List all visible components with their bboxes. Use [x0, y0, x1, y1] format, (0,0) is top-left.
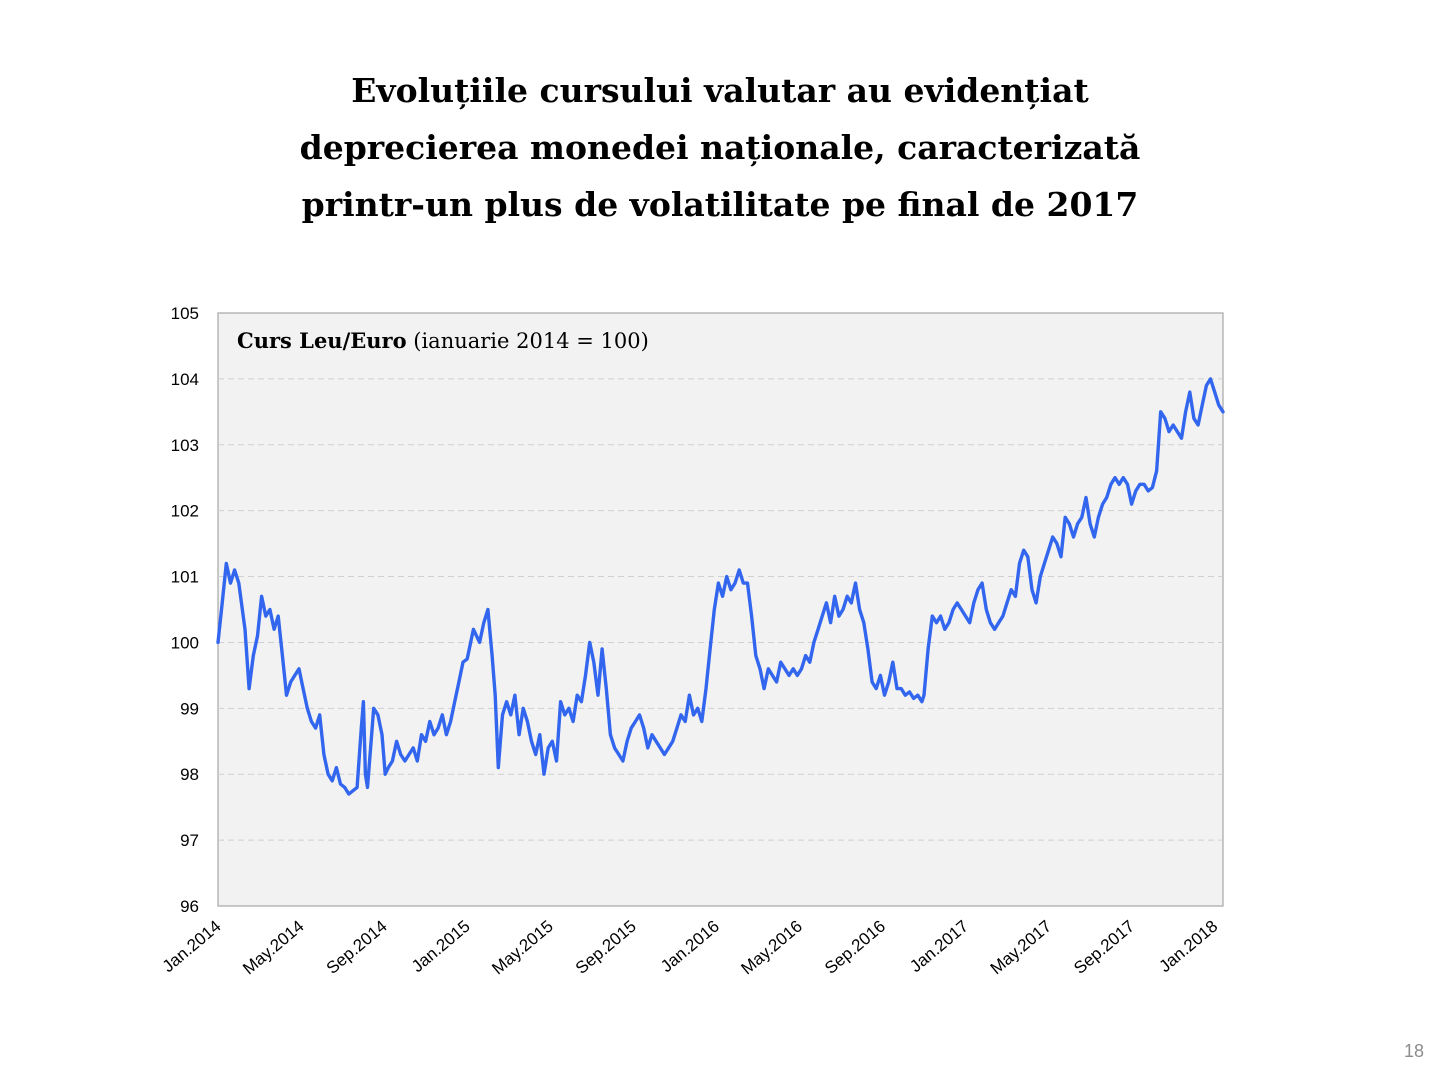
- x-tick-label: Sep.2015: [572, 917, 640, 978]
- x-tick-label: Sep.2017: [1070, 917, 1138, 978]
- gridlines: [218, 378, 1223, 841]
- y-axis-tick-labels: 96 97 98 99 100 101 102 103 104 105: [171, 304, 199, 916]
- x-tick-label: Jan.2017: [906, 917, 972, 977]
- series-line: [216, 377, 1225, 796]
- slide-title-line-3: printr-un plus de volatilitate pe final …: [301, 185, 1139, 224]
- chart-title-rest: (ianuarie 2014 = 100): [407, 329, 649, 353]
- x-tick-label: Jan.2016: [657, 917, 723, 977]
- y-tick-label: 100: [171, 633, 199, 652]
- y-tick-label: 97: [180, 831, 199, 850]
- y-tick-label: 98: [180, 765, 199, 784]
- x-tick-label: May.2014: [239, 917, 307, 979]
- x-tick-label: May.2015: [488, 917, 556, 979]
- plot-area: [217, 312, 1224, 907]
- y-tick-label: 105: [171, 304, 199, 323]
- slide-title-line-1: Evoluțiile cursului valutar au evidenția…: [351, 71, 1089, 110]
- y-tick-label: 96: [180, 897, 199, 916]
- x-tick-label: Sep.2014: [323, 917, 391, 978]
- chart-title-bold: Curs Leu/Euro: [237, 328, 407, 353]
- chart-title: Curs Leu/Euro (ianuarie 2014 = 100): [237, 328, 649, 353]
- slide-title: Evoluțiile cursului valutar au evidenția…: [170, 62, 1270, 233]
- x-axis-tick-labels: Jan.2014 May.2014 Sep.2014 Jan.2015 May.2015…: [159, 917, 1221, 979]
- x-tick-label: Jan.2015: [408, 917, 474, 977]
- page-number: 18: [1403, 1041, 1424, 1061]
- x-tick-label: May.2016: [738, 917, 806, 979]
- y-tick-label: 103: [171, 436, 199, 455]
- x-tick-label: Jan.2018: [1155, 917, 1221, 977]
- x-tick-label: Sep.2016: [821, 917, 889, 978]
- slide-title-line-2: deprecierea monedei naționale, caracteri…: [299, 128, 1141, 167]
- x-tick-label: May.2017: [987, 917, 1055, 979]
- y-tick-label: 99: [180, 699, 199, 718]
- y-tick-label: 104: [171, 370, 199, 389]
- x-tick-label: Jan.2014: [159, 917, 225, 977]
- y-tick-label: 101: [171, 568, 199, 587]
- y-tick-label: 102: [171, 502, 199, 521]
